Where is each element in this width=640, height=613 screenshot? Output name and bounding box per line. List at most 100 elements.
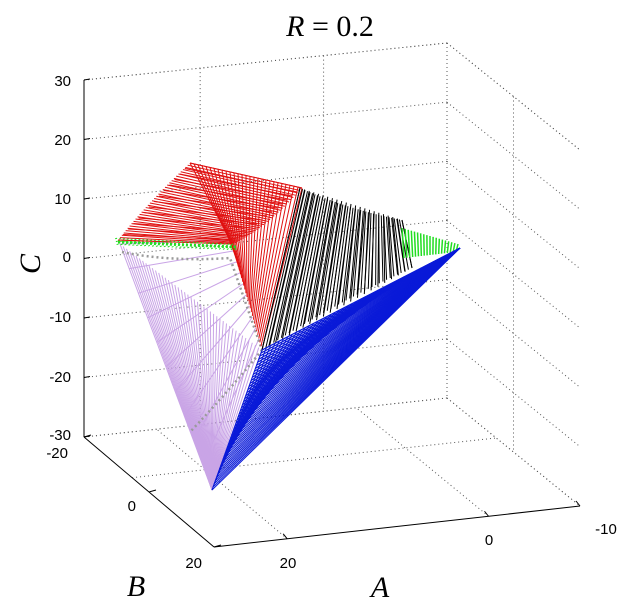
z-gridline: [83, 397, 448, 438]
mesh-line-black: [352, 210, 362, 297]
mesh-line-red: [176, 175, 290, 203]
mesh-line-plum: [211, 347, 260, 491]
mesh-line-black: [360, 211, 367, 293]
mesh-line-plum: [211, 337, 247, 491]
mesh-line-black: [281, 192, 315, 339]
mesh-line-blue: [261, 247, 461, 351]
mesh-line-black: [269, 190, 306, 346]
mesh-line-red: [189, 162, 303, 189]
mesh-line-plum: [138, 261, 237, 294]
box-edge: [446, 397, 581, 507]
mesh-line-plum: [200, 304, 213, 491]
b-tick-label: 0: [128, 498, 136, 515]
mesh-line-green: [452, 242, 456, 253]
mesh-line-green: [149, 239, 155, 248]
z-gridline: [446, 220, 581, 329]
mesh-edge-gray: [121, 250, 264, 351]
z-gridline: [83, 220, 448, 259]
mesh-line-black: [393, 218, 402, 273]
z-gridline: [83, 42, 448, 81]
mesh-line-red: [245, 175, 248, 298]
mesh-line-black: [322, 201, 343, 317]
mesh-line-black: [391, 217, 399, 275]
mesh-line-black: [401, 219, 413, 269]
surface-blue: [211, 247, 461, 491]
mesh-line-black: [292, 196, 321, 331]
a-tick: [575, 500, 581, 507]
z-gridline: [446, 397, 581, 507]
mesh-line-black: [396, 218, 406, 272]
z-tick: [83, 376, 91, 378]
grid: [83, 42, 581, 540]
mesh-line-plum: [183, 316, 253, 417]
z-tick: [83, 138, 91, 140]
mesh-line-plum: [193, 327, 257, 442]
mesh-line-black: [326, 204, 344, 311]
mesh-line-green: [115, 237, 119, 247]
mesh-line-plum: [211, 328, 234, 491]
z-gridline: [446, 42, 581, 151]
mesh-line-black: [392, 217, 399, 276]
mesh-line-red: [174, 179, 288, 201]
mesh-line-black: [385, 216, 391, 279]
mesh-line-green: [118, 237, 123, 247]
mesh-line-red: [148, 206, 263, 221]
mesh-line-plum: [156, 283, 244, 343]
mesh-line-green: [437, 238, 441, 255]
z-tick-label: 0: [63, 249, 71, 266]
mesh-line-red: [247, 176, 251, 301]
mesh-line-black: [345, 208, 357, 301]
mesh-line-black: [311, 200, 334, 320]
z-gridline: [83, 160, 448, 200]
z-gridline: [83, 338, 448, 378]
z-tick: [83, 197, 91, 200]
mesh-line-green: [419, 233, 423, 257]
mesh-line-red: [179, 173, 293, 197]
mesh-line-red: [128, 228, 243, 237]
mesh-line-red: [251, 179, 267, 316]
mesh-line-green: [130, 238, 135, 247]
mesh-edge-gray: [189, 349, 263, 433]
mesh-line-red: [250, 179, 263, 313]
z-tick-label: 10: [54, 191, 71, 208]
mesh-line-black: [367, 212, 372, 289]
a-tick: [282, 533, 288, 540]
b-tick-labels: -20 0 20: [46, 445, 202, 572]
mesh-line-green: [446, 241, 450, 254]
mesh-line-red: [159, 195, 273, 213]
mesh-line-black: [288, 193, 320, 336]
mesh-line-black: [341, 207, 354, 303]
mesh-line-plum: [211, 323, 227, 491]
box-edge: [83, 42, 448, 81]
mesh-line-black: [375, 214, 377, 286]
a-tick-label: -10: [595, 521, 617, 538]
mesh-line-green: [153, 239, 159, 248]
a-tick-labels: 20 0 -10: [280, 521, 617, 572]
mesh-line-red: [221, 170, 242, 275]
mesh-line-red: [248, 177, 255, 305]
mesh-line-red: [129, 225, 244, 239]
axis-line: [213, 505, 581, 548]
floor-gridline: [156, 428, 288, 540]
mesh-line-green: [401, 227, 405, 259]
b-tick: [148, 489, 157, 493]
mesh-line-plum: [209, 311, 213, 491]
mesh-line-green: [407, 229, 411, 258]
surfaces: [115, 162, 461, 491]
surface-plum: [119, 239, 263, 491]
mesh-line-black: [319, 202, 339, 316]
mesh-line-plum: [193, 299, 213, 491]
mesh-line-plum: [211, 313, 215, 491]
mesh-line-red: [143, 212, 258, 225]
z-gridline: [446, 279, 581, 388]
surface-gray: [121, 250, 264, 433]
mesh-line-black: [398, 219, 409, 270]
mesh-line-black: [302, 196, 329, 328]
mesh-line-plum: [203, 306, 213, 491]
mesh-line-black: [334, 206, 349, 307]
mesh-line-red: [213, 168, 239, 267]
mesh-line-plum: [211, 345, 257, 491]
mesh-line-red: [119, 237, 234, 244]
mesh-line-plum: [129, 250, 234, 270]
mesh-line-red: [217, 169, 240, 271]
